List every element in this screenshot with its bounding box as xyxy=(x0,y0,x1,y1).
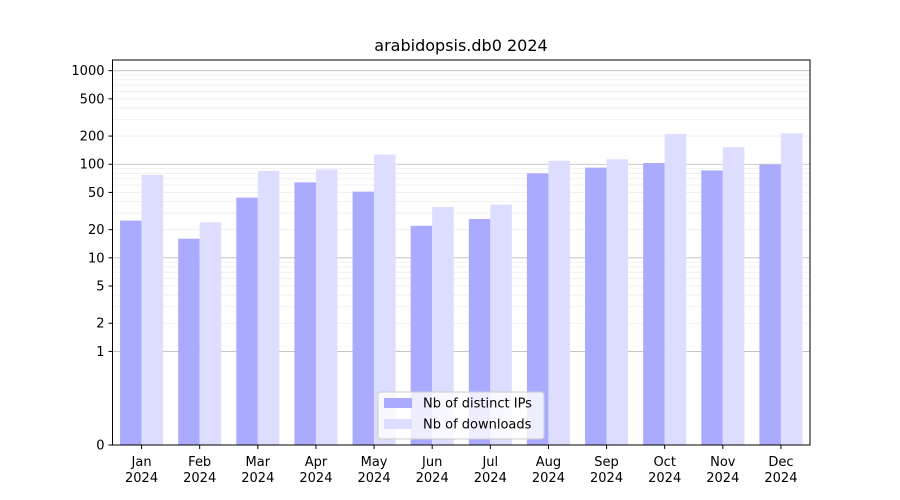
y-tick-label: 500 xyxy=(80,92,105,107)
x-tick-label: Apr 2024 xyxy=(299,455,332,486)
bar-downloads xyxy=(257,170,280,446)
y-tick-label: 1 xyxy=(96,345,104,360)
legend-label: Nb of distinct IPs xyxy=(423,397,532,412)
y-tick-label: 10 xyxy=(88,251,105,266)
legend: Nb of distinct IPs Nb of downloads xyxy=(377,391,545,440)
x-tick-label: Jan 2024 xyxy=(125,455,158,486)
y-tick-label: 2 xyxy=(96,317,104,332)
bar-downloads xyxy=(490,204,512,445)
legend-swatch xyxy=(384,419,412,429)
bar-distinct-ips xyxy=(759,164,781,445)
bar-downloads xyxy=(199,222,222,445)
bar-downloads xyxy=(722,147,745,445)
x-tick-label: Aug 2024 xyxy=(532,455,565,486)
x-tick-label: Jul 2024 xyxy=(474,455,507,486)
y-tick-label: 5 xyxy=(96,280,104,295)
y-tick-label: 100 xyxy=(80,158,105,173)
bar-distinct-ips xyxy=(643,163,665,445)
bar-distinct-ips xyxy=(120,220,142,445)
x-tick-label: Dec 2024 xyxy=(764,455,797,486)
bar-distinct-ips xyxy=(526,173,549,445)
y-tick-label: 0 xyxy=(96,439,104,454)
x-tick-label: Jun 2024 xyxy=(416,455,449,486)
bar-distinct-ips xyxy=(468,218,491,445)
y-axis: 0 1 2 5 10 20 50 100 200 500 1000 xyxy=(71,64,113,454)
x-tick-label: Sep 2024 xyxy=(590,455,623,486)
x-tick-label: Feb 2024 xyxy=(183,455,216,486)
bar-downloads xyxy=(606,159,629,446)
y-tick-label: 50 xyxy=(88,186,105,201)
bar-downloads xyxy=(548,160,570,446)
axes-frame xyxy=(112,59,811,446)
bar-distinct-ips xyxy=(352,191,375,445)
bar-distinct-ips xyxy=(294,182,316,445)
bar-distinct-ips xyxy=(701,170,723,445)
y-tick-label: 1000 xyxy=(71,64,104,79)
x-tick-label: Nov 2024 xyxy=(706,455,739,486)
bar-distinct-ips xyxy=(585,167,607,445)
bar-downloads xyxy=(315,169,338,446)
x-axis: Jan 2024 Feb 2024 Mar 2024 Apr 2024 May 2024 Jun 20… xyxy=(125,445,797,486)
bar-downloads xyxy=(664,133,687,445)
bar-downloads xyxy=(432,206,454,445)
bar-distinct-ips xyxy=(410,225,433,445)
y-tick-label: 20 xyxy=(88,223,105,238)
bar-downloads xyxy=(374,154,396,445)
grid-lines xyxy=(112,70,810,352)
bar-distinct-ips xyxy=(236,197,258,445)
bar-downloads xyxy=(141,174,164,445)
bar-distinct-ips xyxy=(178,238,200,445)
legend-frame xyxy=(377,391,545,440)
x-tick-label: Oct 2024 xyxy=(648,455,681,486)
x-tick-label: Mar 2024 xyxy=(241,455,274,486)
x-tick-label: May 2024 xyxy=(358,455,391,486)
legend-label: Nb of downloads xyxy=(423,418,532,433)
chart-title: arabidopsis.db0 2024 xyxy=(374,36,547,55)
legend-swatch xyxy=(384,398,412,408)
bars xyxy=(120,133,803,446)
y-tick-label: 200 xyxy=(80,130,105,145)
bar-downloads xyxy=(780,133,803,445)
